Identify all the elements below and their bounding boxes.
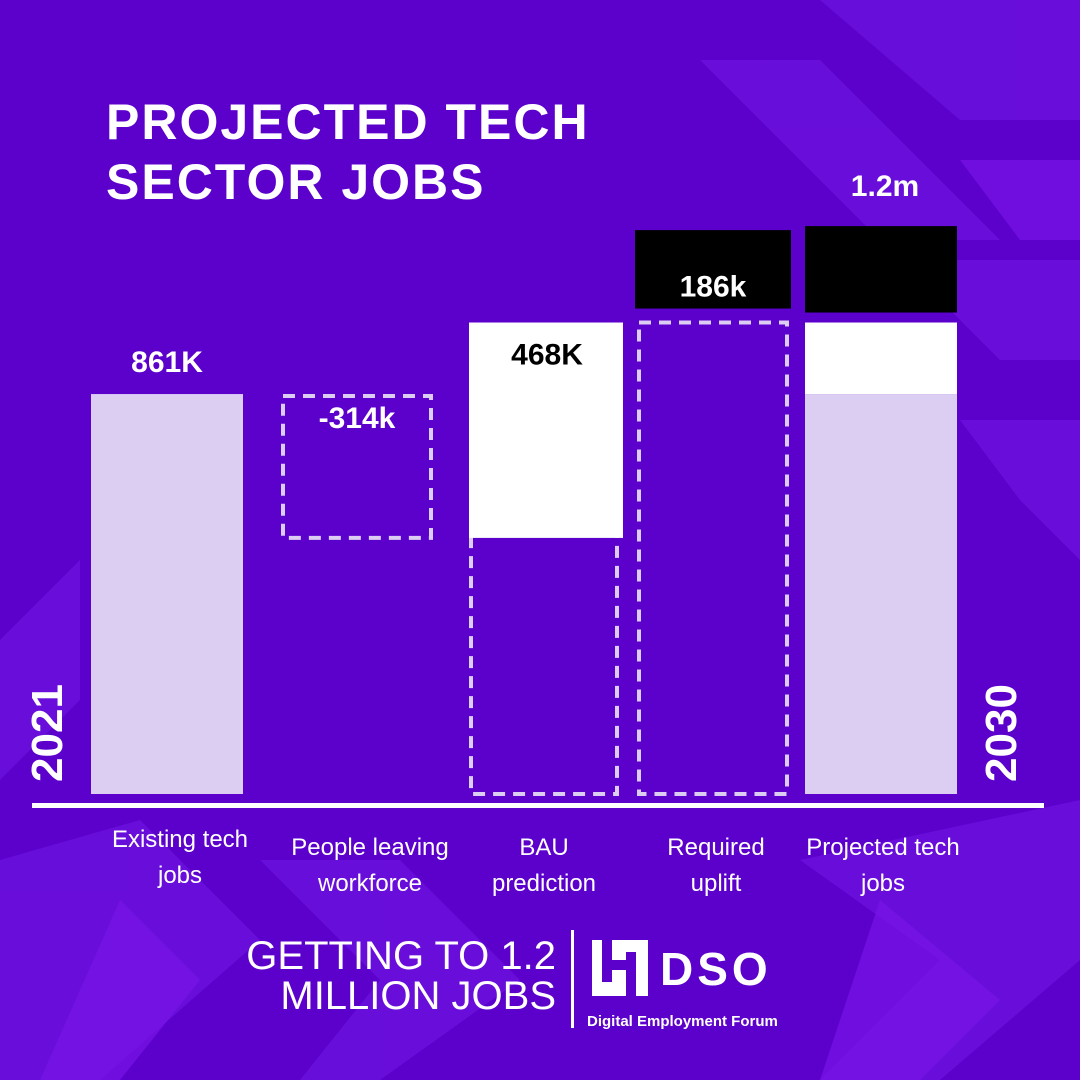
category-label-line: Required <box>667 834 765 861</box>
bar-uplift-base-outline <box>637 320 789 796</box>
organization-name: Digital Employment Forum <box>587 1013 778 1030</box>
data-label-uplift: 186k <box>680 271 747 304</box>
baseline <box>32 803 1044 808</box>
category-label-line: People leaving <box>291 834 449 861</box>
category-label-projected: Projected tech jobs <box>788 830 978 902</box>
bar-projected-bau <box>805 322 957 395</box>
bar-required-uplift <box>635 230 791 309</box>
chart-title: PROJECTED TECH SECTOR JOBS <box>106 92 590 212</box>
end-year-label: 2030 <box>977 684 1026 782</box>
category-label-line: jobs <box>860 870 906 897</box>
footer-tagline: GETTING TO 1.2 MILLION JOBS <box>200 936 556 1016</box>
start-year-label: 2021 <box>23 684 72 782</box>
title-line-2: SECTOR JOBS <box>106 154 486 210</box>
category-label-leaving: People leaving workforce <box>275 830 465 902</box>
category-label-line: jobs <box>157 862 203 889</box>
category-label-uplift: Required uplift <box>621 830 811 902</box>
title-line-1: PROJECTED TECH <box>106 94 590 150</box>
category-label-line: workforce <box>317 870 423 897</box>
category-label-line: Projected tech <box>806 834 960 861</box>
category-label-existing: Existing tech jobs <box>85 822 275 894</box>
bar-existing-tech-jobs <box>91 394 243 794</box>
data-label-leaving: -314k <box>319 402 396 435</box>
category-label-bau: BAU prediction <box>449 830 639 902</box>
footer-divider <box>571 930 574 1028</box>
bar-bau-remaining-outline <box>469 529 619 796</box>
category-label-line: prediction <box>491 870 597 897</box>
data-label-bau: 468K <box>511 339 583 372</box>
category-label-line: Existing tech <box>111 826 249 853</box>
category-label-line: BAU <box>519 834 569 861</box>
tagline-line-2: MILLION JOBS <box>280 974 556 1018</box>
category-label-line: uplift <box>690 870 742 897</box>
dso-logo: DSO <box>592 940 772 996</box>
bar-people-leaving <box>281 394 433 540</box>
data-label-projected: 1.2m <box>851 170 919 203</box>
bar-projected-existing <box>805 394 957 794</box>
data-label-existing: 861K <box>131 346 203 379</box>
logo-mark-icon <box>592 940 648 996</box>
bar-bau-prediction <box>469 322 623 538</box>
logo-text: DSO <box>660 943 772 995</box>
tagline-line-1: GETTING TO 1.2 <box>246 934 556 978</box>
bar-projected-uplift <box>805 226 957 313</box>
